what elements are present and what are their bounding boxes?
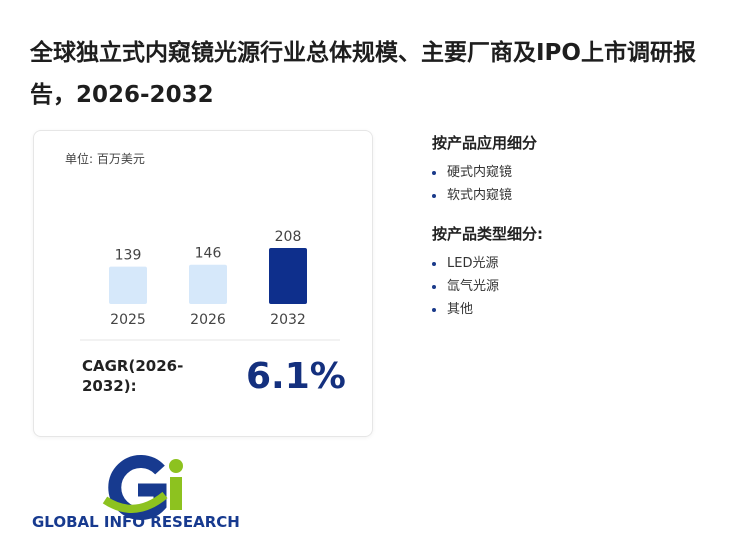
category-label: 2025 <box>110 312 146 328</box>
category-label: 2026 <box>190 312 226 328</box>
cagr-label: CAGR(2026-2032): <box>82 357 184 395</box>
chart-card <box>33 130 373 437</box>
segments: 按产品应用细分硬式内窥镜 软式内窥镜按产品类型细分: LED光源 氙气光源 其他 <box>432 132 722 321</box>
cagr-value: 6.1% <box>246 356 346 397</box>
segment-list: 硬式内窥镜 软式内窥镜 <box>432 161 722 207</box>
segment-list: LED光源 氙气光源 其他 <box>432 252 722 321</box>
segment-item: LED光源 <box>432 252 722 275</box>
segment-item: 硬式内窥镜 <box>432 161 722 184</box>
bar <box>269 248 307 304</box>
bar <box>109 266 147 304</box>
logo-mark <box>102 455 183 520</box>
segment-item: 其他 <box>432 298 722 321</box>
title: 全球独立式内窥镜光源行业总体规模、主要厂商及IPO上市调研报告，2026-203… <box>30 40 696 108</box>
segment-item: 软式内窥镜 <box>432 184 722 207</box>
segment-heading: 按产品应用细分 <box>432 134 538 152</box>
category-label: 2032 <box>270 312 306 328</box>
value-label: 208 <box>275 229 302 245</box>
bar <box>189 264 227 304</box>
unit-label: 单位: 百万美元 <box>65 152 145 166</box>
segment-heading: 按产品类型细分: <box>432 225 543 243</box>
segment-item: 氙气光源 <box>432 275 722 298</box>
value-label: 139 <box>115 248 142 264</box>
logo-text: GLOBAL INFO RESEARCH <box>32 513 240 531</box>
value-label: 146 <box>195 246 222 262</box>
